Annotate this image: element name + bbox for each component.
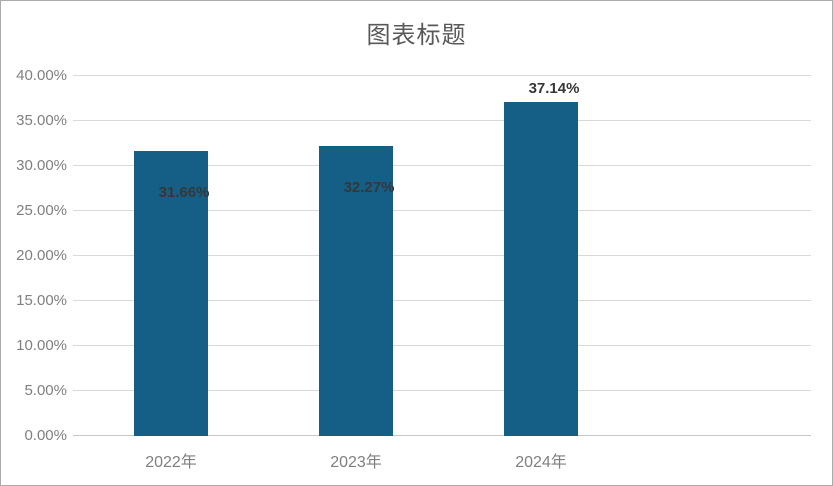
y-axis-tick-label: 30.00%	[16, 157, 67, 174]
gridline	[73, 210, 811, 211]
x-axis-category-label: 2023年	[330, 454, 382, 471]
bar-value-label: 32.27%	[343, 179, 395, 196]
gridline	[73, 255, 811, 256]
x-axis-category-label: 2024年	[515, 454, 567, 471]
bar-value-label: 31.66%	[158, 184, 210, 201]
y-axis-tick-label: 10.00%	[16, 337, 67, 354]
gridline	[73, 165, 811, 166]
gridline	[73, 390, 811, 391]
y-axis-tick-label: 40.00%	[16, 67, 67, 84]
gridline	[73, 300, 811, 301]
bar-2023[interactable]	[319, 146, 393, 436]
bar-2022[interactable]	[134, 151, 208, 436]
y-axis-tick-label: 20.00%	[16, 247, 67, 264]
x-axis-line	[73, 435, 811, 436]
y-axis-tick-label: 35.00%	[16, 112, 67, 129]
bar-2024[interactable]	[504, 102, 578, 436]
y-axis-tick-label: 0.00%	[24, 427, 67, 444]
gridline	[73, 120, 811, 121]
x-axis-category-label: 2022年	[145, 454, 197, 471]
gridline	[73, 75, 811, 76]
bar-value-label: 37.14%	[528, 80, 580, 97]
y-axis-tick-label: 25.00%	[16, 202, 67, 219]
y-axis-tick-label: 5.00%	[24, 382, 67, 399]
gridline	[73, 345, 811, 346]
chart-title: 图表标题	[366, 22, 467, 49]
y-axis-tick-label: 15.00%	[16, 292, 67, 309]
